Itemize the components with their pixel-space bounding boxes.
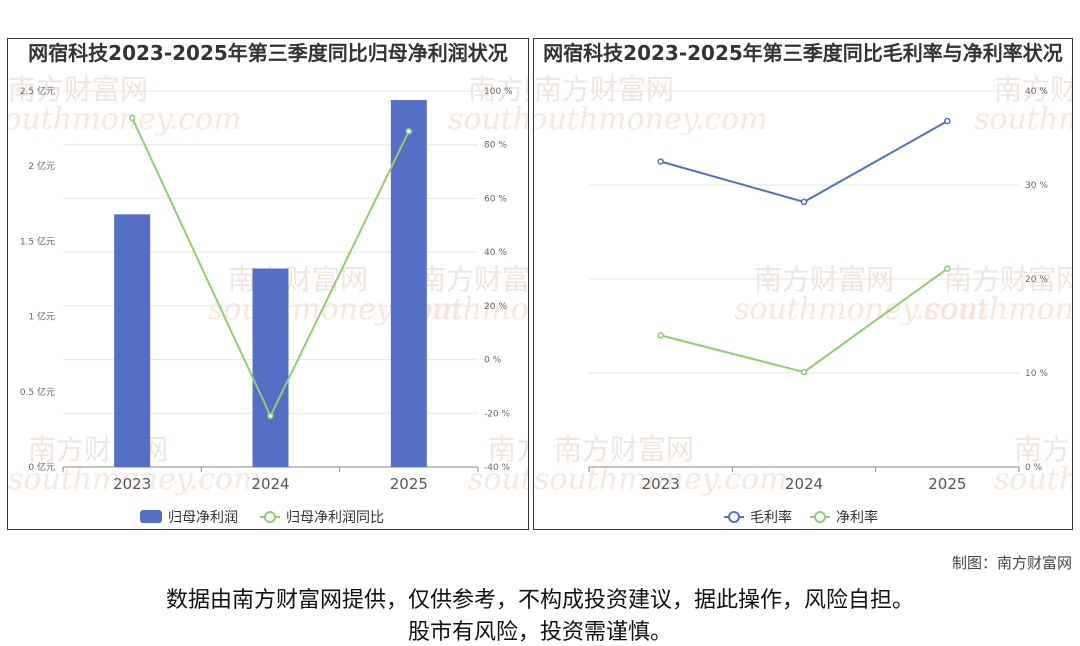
y-right-tick-label: 20 %: [484, 302, 507, 312]
watermark-en: southmoney.com: [448, 102, 529, 137]
y-right-tick-label: 60 %: [484, 194, 507, 204]
legend-marker-line: [264, 511, 276, 523]
right-chart-title: 网宿科技2023-2025年第三季度同比毛利率与净利率状况: [543, 41, 1063, 65]
y-left-tick-label: 0.5 亿元: [20, 386, 55, 398]
right-chart-svg: 南方财富网southmoney.com南方财富网southmoney.com南方…: [534, 73, 1073, 526]
point-net-profit-yoy: [405, 128, 413, 135]
watermark-en: southmoney.com: [534, 102, 768, 137]
y-right-tick-label: 0 %: [484, 356, 502, 366]
point-net-margin: [657, 332, 664, 339]
legend-label-gross-margin: 毛利率: [750, 509, 792, 526]
y-left-tick-label: 1.5 亿元: [20, 235, 55, 247]
left-chart-title: 网宿科技2023-2025年第三季度同比归母净利润状况: [28, 41, 508, 65]
bar-net-profit: [252, 268, 289, 467]
watermark-en: southmoney.com: [924, 292, 1073, 327]
chart-credit: 制图：南方财富网: [951, 554, 1072, 572]
watermark-cn: 南方财富网: [994, 73, 1073, 106]
left-chart-panel: 南方财富网 southmoney.com 南方财富网 southmoney.com 南方…: [7, 38, 529, 530]
point-net-profit-yoy: [128, 114, 136, 122]
y-right-tick-label: -20 %: [484, 409, 511, 419]
y-left-tick-label: 0 亿元: [28, 461, 55, 473]
watermark-cn: 南方财富网: [418, 263, 529, 296]
x-tick-label: 2023: [113, 475, 151, 493]
legend-marker-gross-margin: [728, 511, 740, 523]
y-right-tick-label: 10 %: [1025, 369, 1048, 379]
bar-net-profit: [390, 100, 427, 468]
legend-label-line: 归母净利润同比: [286, 509, 384, 526]
y-right-tick-label: 20 %: [1025, 275, 1048, 285]
watermark-cn: 南方财富网: [228, 263, 368, 296]
right-chart-panel: 南方财富网 southmoney.com 南方财富网 southmoney.com 南方…: [533, 38, 1073, 530]
watermark-en: southmoney.com: [994, 462, 1073, 497]
y-left-tick-label: 1 亿元: [28, 311, 55, 323]
y-right-tick-label: 100 %: [484, 87, 513, 97]
x-tick-label: 2025: [390, 475, 428, 493]
watermark-en: southmoney.com: [8, 462, 262, 497]
legend-marker-net-margin: [814, 511, 826, 523]
y-right-tick-label: 30 %: [1025, 181, 1048, 191]
point-gross-margin: [944, 117, 951, 125]
bar-net-profit: [114, 214, 151, 467]
watermark-cn: 南方财富网: [1014, 433, 1073, 466]
disclaimer-line-1: 数据由南方财富网提供，仅供参考，不构成投资建议，据此操作，风险自担。: [165, 588, 914, 613]
point-net-profit-yoy: [267, 412, 274, 420]
watermark-cn: 南方财富网: [468, 73, 529, 106]
watermark-cn: 南方财富网: [554, 433, 694, 466]
x-tick-label: 2024: [251, 475, 289, 493]
watermark-cn: 南方财富网: [8, 73, 148, 106]
legend-label-net-margin: 净利率: [836, 509, 878, 526]
x-tick-label: 2025: [928, 475, 966, 493]
point-net-margin: [944, 265, 951, 272]
point-gross-margin: [800, 198, 808, 206]
y-right-tick-label: 0 %: [1025, 463, 1043, 473]
y-right-tick-label: 40 %: [1025, 87, 1048, 97]
left-chart-svg: 南方财富网southmoney.com南方财富网southmoney.com南方…: [8, 73, 529, 526]
watermark-en: southmoney.com: [8, 102, 242, 137]
y-left-tick-label: 2.5 亿元: [20, 85, 55, 97]
y-left-tick-label: 2 亿元: [28, 160, 55, 172]
watermark-en: southmoney.com: [734, 292, 988, 327]
disclaimer-line-2: 股市有风险，投资需谨慎。: [407, 620, 672, 645]
y-right-tick-label: 40 %: [484, 248, 507, 258]
watermark-en: southmoney.com: [974, 102, 1073, 137]
point-net-margin: [800, 368, 808, 376]
watermark-cn: 南方财富网: [534, 73, 674, 106]
watermark-cn: 南方财富网: [488, 433, 529, 466]
x-tick-label: 2023: [642, 475, 680, 493]
watermark-en: southmoney.com: [534, 462, 788, 497]
y-right-tick-label: 80 %: [484, 141, 507, 151]
y-right-tick-label: -40 %: [484, 463, 511, 473]
x-tick-label: 2024: [785, 475, 823, 493]
legend-label-bar: 归母净利润: [168, 509, 238, 526]
legend-swatch-bar: [140, 510, 162, 523]
point-gross-margin: [657, 158, 664, 165]
